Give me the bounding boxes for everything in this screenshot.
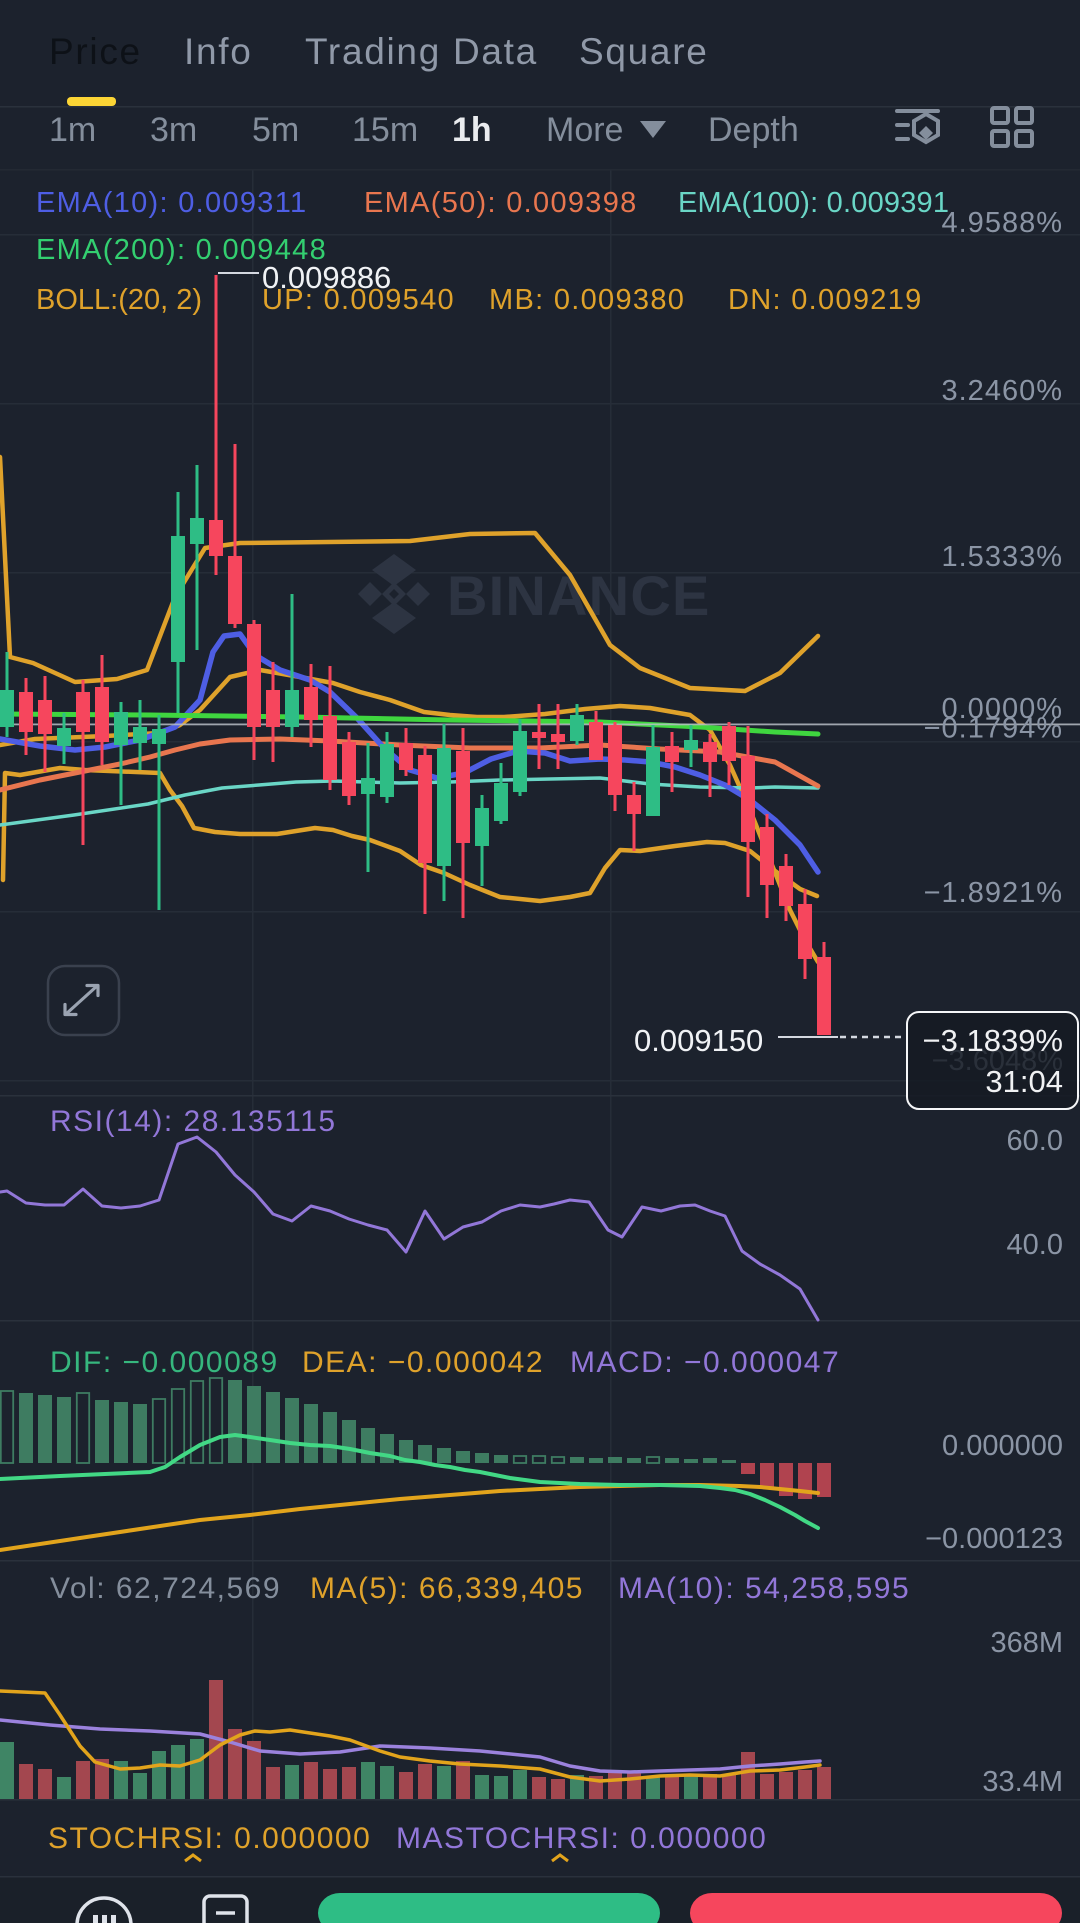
svg-text:EMA(10): 0.009311: EMA(10): 0.009311 [36,187,307,219]
svg-text:368M: 368M [990,1627,1063,1659]
svg-text:15m: 15m [352,111,418,149]
svg-text:3.2460%: 3.2460% [942,375,1064,407]
svg-text:Trading Data: Trading Data [305,31,538,72]
svg-text:0.000000: 0.000000 [942,1430,1063,1462]
svg-text:DIF: −0.000089: DIF: −0.000089 [50,1346,279,1379]
svg-text:BINANCE: BINANCE [447,564,711,627]
svg-text:3m: 3m [150,111,197,149]
svg-text:Vol: 62,724,569: Vol: 62,724,569 [50,1572,281,1605]
svg-text:RSI(14): 28.135115: RSI(14): 28.135115 [50,1105,337,1138]
svg-text:DEA: −0.000042: DEA: −0.000042 [302,1346,544,1379]
svg-text:4.9588%: 4.9588% [942,207,1064,239]
svg-text:EMA(50): 0.009398: EMA(50): 0.009398 [364,187,638,219]
svg-text:MACD: −0.000047: MACD: −0.000047 [570,1346,840,1379]
svg-text:EMA(200): 0.009448: EMA(200): 0.009448 [36,234,327,266]
svg-text:Square: Square [579,31,709,72]
svg-text:5m: 5m [252,111,299,149]
svg-text:BOLL:(20, 2): BOLL:(20, 2) [36,284,202,316]
svg-text:−0.1794%: −0.1794% [924,713,1063,745]
svg-text:33.4M: 33.4M [982,1766,1063,1798]
svg-text:0.009886: 0.009886 [262,260,391,295]
svg-text:60.0: 60.0 [1007,1125,1063,1157]
svg-text:0.0000%: 0.0000% [942,693,1064,725]
svg-text:STOCHRSI: 0.000000: STOCHRSI: 0.000000 [48,1822,371,1855]
svg-text:EMA(100): 0.009391: EMA(100): 0.009391 [678,187,949,219]
svg-text:40.0: 40.0 [1007,1229,1063,1261]
svg-text:More: More [546,111,623,149]
svg-text:DN: 0.009219: DN: 0.009219 [728,284,923,316]
svg-text:1.5333%: 1.5333% [942,541,1064,573]
svg-text:Depth: Depth [708,111,799,149]
svg-text:31:04: 31:04 [985,1064,1063,1099]
svg-text:MASTOCHRSI: 0.000000: MASTOCHRSI: 0.000000 [396,1822,767,1855]
svg-text:Info: Info [184,31,253,72]
svg-text:0.009150: 0.009150 [634,1023,763,1058]
svg-text:MB: 0.009380: MB: 0.009380 [489,284,685,316]
svg-text:−0.000123: −0.000123 [925,1523,1063,1555]
svg-text:−1.8921%: −1.8921% [924,877,1063,909]
svg-text:1h: 1h [452,111,492,149]
svg-text:UP: 0.009540: UP: 0.009540 [262,284,455,316]
svg-text:−3.1839%: −3.1839% [923,1023,1063,1058]
svg-text:1m: 1m [49,111,96,149]
svg-text:MA(5): 66,339,405: MA(5): 66,339,405 [310,1572,584,1605]
svg-text:MA(10): 54,258,595: MA(10): 54,258,595 [618,1572,910,1605]
svg-text:Price: Price [49,31,142,72]
